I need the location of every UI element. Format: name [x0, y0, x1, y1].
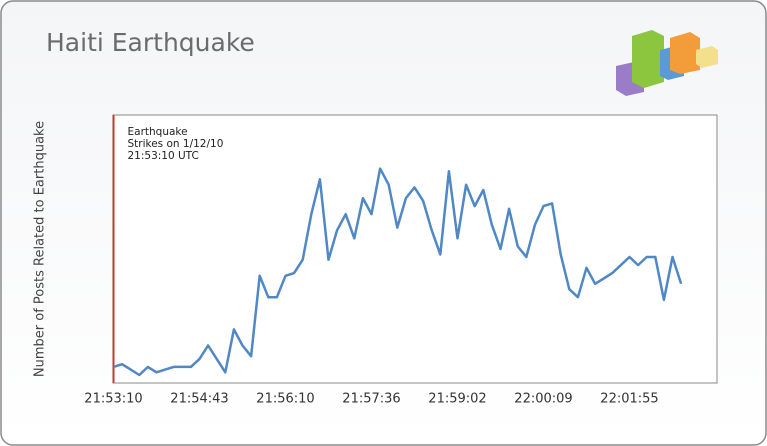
- x-tick-label: 22:01:55: [600, 392, 658, 407]
- x-tick-label: 21:54:43: [170, 392, 228, 407]
- data-line: [113, 167, 683, 377]
- logo: [616, 30, 718, 96]
- x-tick-label: 21:56:10: [256, 392, 314, 407]
- y-axis-label: Number of Posts Related to Earthquake: [33, 121, 48, 377]
- x-tick-label: 22:00:09: [514, 392, 572, 407]
- annotation: Strikes on 1/12/10: [128, 138, 224, 150]
- x-tick-label: 21:57:36: [342, 392, 400, 407]
- x-tick-label: 21:53:10: [84, 392, 142, 407]
- annotation: 21:53:10 UTC: [128, 150, 199, 162]
- x-tick-label: 21:59:02: [428, 392, 486, 407]
- chart-title: Haiti Earthquake: [46, 28, 255, 57]
- plot-area: [112, 114, 718, 384]
- annotation: Earthquake: [128, 126, 188, 138]
